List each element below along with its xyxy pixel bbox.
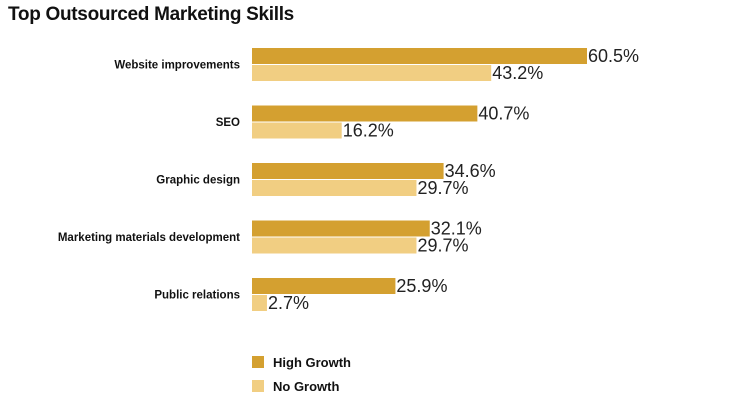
legend-item-high-growth: High Growth (252, 350, 351, 374)
bar-high-growth-graphic-design (252, 163, 444, 179)
legend-label-no-growth: No Growth (273, 378, 340, 394)
bar-high-growth-seo (252, 105, 478, 122)
bar-no-growth-marketing-materials-development (252, 237, 417, 254)
category-label-marketing-materials-development: Marketing materials development (58, 232, 240, 244)
data-label-high-growth-public-relations: 25.9% (396, 276, 447, 296)
category-label-seo: SEO (216, 117, 240, 129)
data-label-no-growth-seo: 16.2% (343, 121, 394, 141)
bar-no-growth-graphic-design (252, 180, 417, 196)
legend-item-no-growth: No Growth (252, 374, 351, 398)
chart-title: Top Outsourced Marketing Skills (8, 4, 294, 25)
bar-no-growth-seo (252, 122, 342, 139)
data-label-high-growth-graphic-design: 34.6% (445, 161, 496, 181)
legend-swatch-no-growth (252, 380, 264, 392)
data-label-high-growth-marketing-materials-development: 32.1% (431, 219, 482, 239)
data-label-no-growth-public-relations: 2.7% (268, 293, 309, 313)
bar-no-growth-public-relations (252, 295, 267, 311)
category-label-graphic-design: Graphic design (156, 175, 240, 187)
bar-high-growth-website-improvements (252, 48, 587, 64)
legend-label-high-growth: High Growth (273, 354, 351, 370)
data-label-no-growth-graphic-design: 29.7% (417, 178, 468, 198)
data-label-high-growth-seo: 40.7% (478, 104, 529, 124)
bar-chart: Website improvements 60.5% 43.2% SEO 40.7% 16… (58, 46, 639, 313)
category-label-public-relations: Public relations (154, 290, 240, 302)
bar-high-growth-marketing-materials-development (252, 220, 430, 237)
chart-legend: High Growth No Growth (252, 350, 351, 398)
data-label-no-growth-website-improvements: 43.2% (492, 63, 543, 83)
bar-no-growth-website-improvements (252, 65, 492, 81)
category-label-website-improvements: Website improvements (114, 60, 240, 72)
bar-high-growth-public-relations (252, 278, 396, 294)
legend-swatch-high-growth (252, 356, 264, 368)
data-label-no-growth-marketing-materials-development: 29.7% (417, 236, 468, 256)
data-label-high-growth-website-improvements: 60.5% (588, 46, 639, 66)
